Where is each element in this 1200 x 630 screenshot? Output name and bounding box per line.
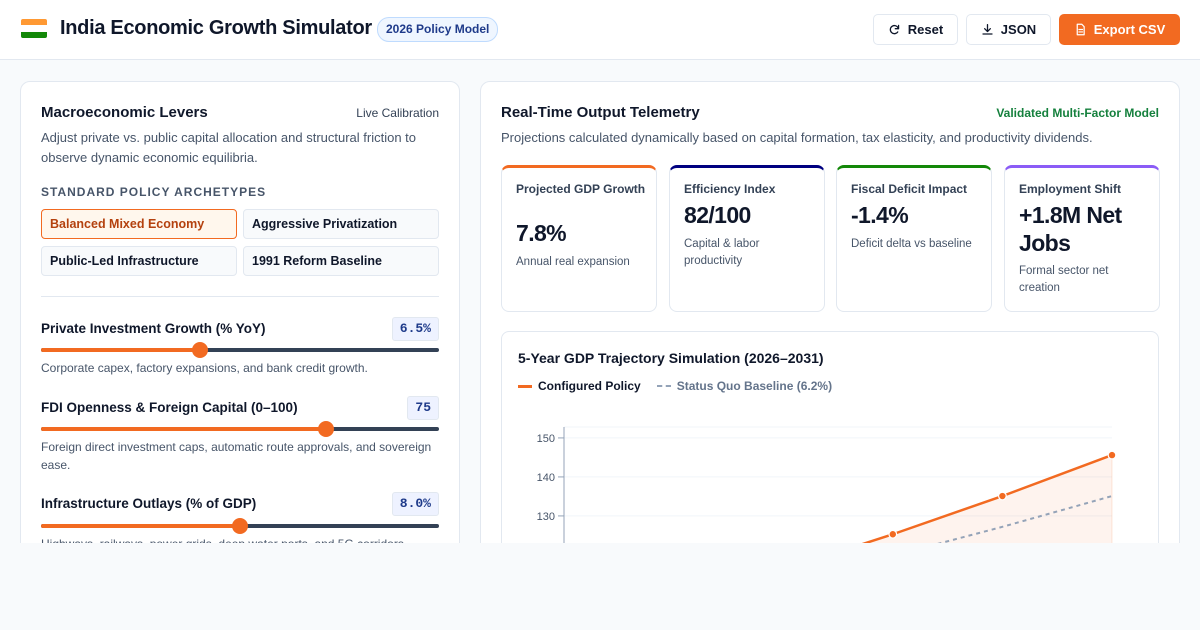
chart-title: 5-Year GDP Trajectory Simulation (2026–2… [518, 350, 824, 366]
y-tick-label: 140 [537, 472, 555, 484]
metric-subtext: Capital & labor productivity [684, 238, 760, 267]
metric-value: 82/100 [684, 202, 751, 228]
legend-item-status-quo-baseline[interactable]: Status Quo Baseline (6.2%) [656, 379, 833, 393]
live-calibration-label: Live Calibration [356, 106, 439, 120]
chart-legend: Configured Policy Status Quo Baseline (6… [518, 378, 832, 394]
json-button-label: JSON [1000, 22, 1037, 37]
configured-policy-point [888, 529, 898, 539]
page-background [0, 543, 1200, 630]
metric-label: Projected GDP Growth [516, 182, 646, 196]
export-csv-button-label: Export CSV [1093, 22, 1166, 37]
metric-subtext: Annual real expansion [516, 256, 630, 268]
refresh-icon [889, 24, 899, 35]
legend-label: Configured Policy [538, 379, 641, 393]
preset-aggressive-privatization[interactable]: Aggressive Privatization [243, 209, 439, 239]
flag-band-green [21, 31, 47, 38]
private-investment-slider[interactable] [41, 342, 439, 358]
configured-policy-point [998, 491, 1007, 501]
slider-thumb[interactable] [192, 342, 209, 358]
reset-button[interactable]: Reset [873, 14, 958, 45]
export-csv-button[interactable]: Export CSV [1059, 14, 1180, 45]
slider-fill [41, 348, 201, 352]
metric-value: 7.8% [516, 220, 567, 246]
infrastructure-outlays-value: 8.0% [391, 492, 439, 516]
metric-label: Efficiency Index [684, 182, 776, 196]
levers-panel: Macroeconomic Levers Live Calibration Ad… [20, 81, 460, 601]
private-investment-help: Corporate capex, factory expansions, and… [41, 361, 368, 375]
model-badge: 2026 Policy Model [377, 17, 499, 42]
metric-value: -1.4% [851, 202, 909, 228]
fdi-openness-label: FDI Openness & Foreign Capital (0–100) [41, 400, 298, 415]
fdi-openness-help: Foreign direct investment caps, automati… [41, 440, 432, 472]
legend-label: Status Quo Baseline (6.2%) [676, 379, 833, 393]
metric-subtext: Formal sector net creation [1019, 265, 1109, 294]
metric-card-fiscal-deficit: Fiscal Deficit Impact -1.4% Deficit delt… [836, 165, 992, 312]
app-title: India Economic Growth Simulator [60, 17, 372, 39]
json-button[interactable]: JSON [966, 14, 1051, 45]
preset-1991-reform-baseline[interactable]: 1991 Reform Baseline [243, 246, 439, 276]
metric-card-employment-shift: Employment Shift +1.8M Net Jobs Formal s… [1004, 165, 1160, 312]
reset-button-label: Reset [907, 22, 944, 37]
flag-band-white [21, 25, 47, 32]
legend-item-configured-policy[interactable]: Configured Policy [518, 379, 641, 393]
metric-value: +1.8M Net Jobs [1019, 202, 1122, 256]
infrastructure-outlays-label: Infrastructure Outlays (% of GDP) [41, 496, 257, 511]
india-flag-icon [21, 19, 47, 38]
app-header: India Economic Growth Simulator 2026 Pol… [0, 0, 1200, 60]
presets-section-label: STANDARD POLICY ARCHETYPES [41, 185, 267, 199]
private-investment-value: 6.5% [391, 317, 439, 341]
slider-fill [41, 427, 326, 431]
flag-band-saffron [21, 19, 47, 26]
configured-policy-point [1107, 450, 1117, 460]
telemetry-description: Projections calculated dynamically based… [501, 130, 1093, 145]
legend-swatch [656, 385, 671, 387]
metric-label: Fiscal Deficit Impact [851, 182, 968, 196]
legend-swatch [518, 384, 532, 388]
telemetry-title: Real-Time Output Telemetry [501, 104, 700, 121]
fdi-openness-value: 75 [407, 396, 439, 420]
y-tick-label: 130 [537, 511, 555, 523]
download-icon [982, 23, 993, 35]
divider [41, 296, 439, 297]
fdi-openness-slider[interactable] [41, 421, 439, 437]
y-tick-label: 150 [537, 433, 555, 445]
levers-title: Macroeconomic Levers [41, 104, 208, 121]
file-icon [1076, 23, 1085, 36]
metric-card-gdp-growth: Projected GDP Growth 7.8% Annual real ex… [501, 165, 657, 312]
slider-thumb[interactable] [317, 421, 334, 437]
preset-balanced-mixed-economy[interactable]: Balanced Mixed Economy [41, 209, 237, 239]
metric-card-efficiency-index: Efficiency Index 82/100 Capital & labor … [669, 165, 825, 312]
slider-thumb[interactable] [232, 518, 248, 534]
validated-model-label: Validated Multi-Factor Model [996, 106, 1159, 120]
private-investment-label: Private Investment Growth (% YoY) [41, 321, 266, 336]
metric-subtext: Deficit delta vs baseline [851, 238, 972, 250]
levers-description: Adjust private vs. public capital alloca… [41, 130, 417, 165]
slider-fill [41, 524, 240, 528]
telemetry-panel: Real-Time Output Telemetry Validated Mul… [480, 81, 1180, 601]
slider-track [41, 348, 439, 352]
metric-label: Employment Shift [1019, 182, 1122, 196]
preset-public-led-infrastructure[interactable]: Public-Led Infrastructure [41, 246, 237, 276]
infrastructure-outlays-slider[interactable] [41, 518, 439, 534]
